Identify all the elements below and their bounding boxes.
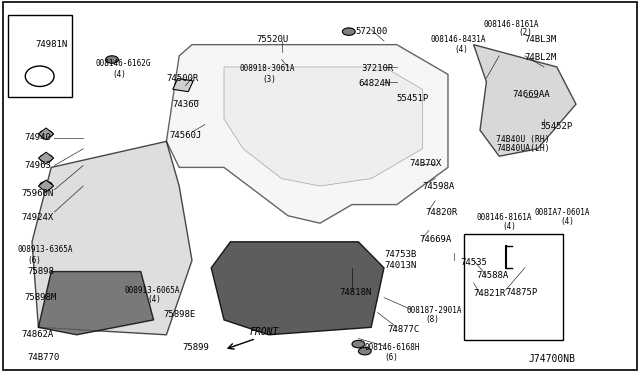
Text: 75520U: 75520U: [256, 35, 288, 44]
Polygon shape: [224, 67, 422, 186]
Text: 74862A: 74862A: [21, 330, 53, 339]
Text: 75898E: 75898E: [163, 310, 195, 319]
Text: (4): (4): [147, 295, 161, 304]
Text: 74B770: 74B770: [27, 353, 59, 362]
Polygon shape: [474, 45, 576, 156]
Text: 74669A: 74669A: [419, 235, 451, 244]
Text: 008146-8431A: 008146-8431A: [430, 35, 486, 44]
Bar: [173, 78, 193, 92]
Text: 74981N: 74981N: [35, 40, 67, 49]
Text: 55452P: 55452P: [541, 122, 573, 131]
Text: 008913-6365A: 008913-6365A: [18, 245, 74, 254]
Circle shape: [40, 182, 52, 189]
Text: 74877C: 74877C: [387, 325, 419, 334]
Text: (2): (2): [518, 28, 532, 37]
Text: FRONT: FRONT: [250, 327, 279, 337]
Text: (6): (6): [384, 353, 398, 362]
Text: 64824N: 64824N: [358, 79, 390, 88]
Text: 008146-6162G: 008146-6162G: [96, 59, 152, 68]
Polygon shape: [166, 45, 448, 223]
Text: 74963: 74963: [24, 161, 51, 170]
Circle shape: [352, 340, 365, 348]
Text: 74940: 74940: [24, 133, 51, 142]
Text: 74875P: 74875P: [506, 288, 538, 296]
Text: 74598A: 74598A: [422, 182, 454, 190]
Text: 74560J: 74560J: [170, 131, 202, 140]
Text: 74669AA: 74669AA: [512, 90, 550, 99]
Polygon shape: [38, 180, 54, 192]
Circle shape: [106, 56, 118, 63]
Text: 75898: 75898: [27, 267, 54, 276]
Polygon shape: [38, 152, 54, 164]
Text: 74821R: 74821R: [474, 289, 506, 298]
Circle shape: [342, 28, 355, 35]
Text: 008IA7-0601A: 008IA7-0601A: [534, 208, 590, 217]
Text: 74500R: 74500R: [166, 74, 198, 83]
Text: 008913-6065A: 008913-6065A: [125, 286, 180, 295]
Text: 008146-6168H: 008146-6168H: [365, 343, 420, 352]
Text: 572100: 572100: [355, 27, 387, 36]
Text: 75960N: 75960N: [21, 189, 53, 198]
Circle shape: [40, 154, 52, 162]
Text: 74360: 74360: [173, 100, 200, 109]
Text: 75898M: 75898M: [24, 293, 56, 302]
Polygon shape: [38, 272, 154, 335]
Text: 74B40U (RH): 74B40U (RH): [496, 135, 550, 144]
Text: 74924X: 74924X: [21, 213, 53, 222]
Bar: [464, 234, 563, 340]
Text: 74588A: 74588A: [477, 271, 509, 280]
Polygon shape: [211, 242, 384, 335]
Text: 74818N: 74818N: [339, 288, 371, 296]
Text: (6): (6): [27, 256, 41, 265]
Text: 74B70X: 74B70X: [410, 159, 442, 168]
Text: 008187-2901A: 008187-2901A: [406, 306, 462, 315]
Polygon shape: [32, 141, 192, 335]
Text: (4): (4): [560, 217, 574, 226]
Text: 74013N: 74013N: [384, 262, 416, 270]
Circle shape: [358, 347, 371, 355]
Text: (4): (4): [454, 45, 468, 54]
Text: (4): (4): [112, 70, 126, 79]
Text: (3): (3): [262, 76, 276, 84]
Text: 008918-3061A: 008918-3061A: [240, 64, 296, 73]
Text: 37210R: 37210R: [362, 64, 394, 73]
Text: 008146-8161A: 008146-8161A: [483, 20, 539, 29]
Text: 008146-8161A: 008146-8161A: [477, 213, 532, 222]
Text: 74753B: 74753B: [384, 250, 416, 259]
Text: 74820R: 74820R: [426, 208, 458, 217]
Text: 74BL2M: 74BL2M: [525, 53, 557, 62]
Bar: [8, 15, 72, 97]
Circle shape: [40, 130, 52, 138]
Text: J74700NB: J74700NB: [528, 354, 575, 364]
Text: 74BL3M: 74BL3M: [525, 35, 557, 44]
Polygon shape: [38, 128, 54, 140]
Text: (4): (4): [502, 222, 516, 231]
Text: 55451P: 55451P: [397, 94, 429, 103]
Text: (8): (8): [426, 315, 440, 324]
Text: 75899: 75899: [182, 343, 209, 352]
Text: 74535: 74535: [461, 258, 488, 267]
Text: 74B40UA(LH): 74B40UA(LH): [496, 144, 550, 153]
